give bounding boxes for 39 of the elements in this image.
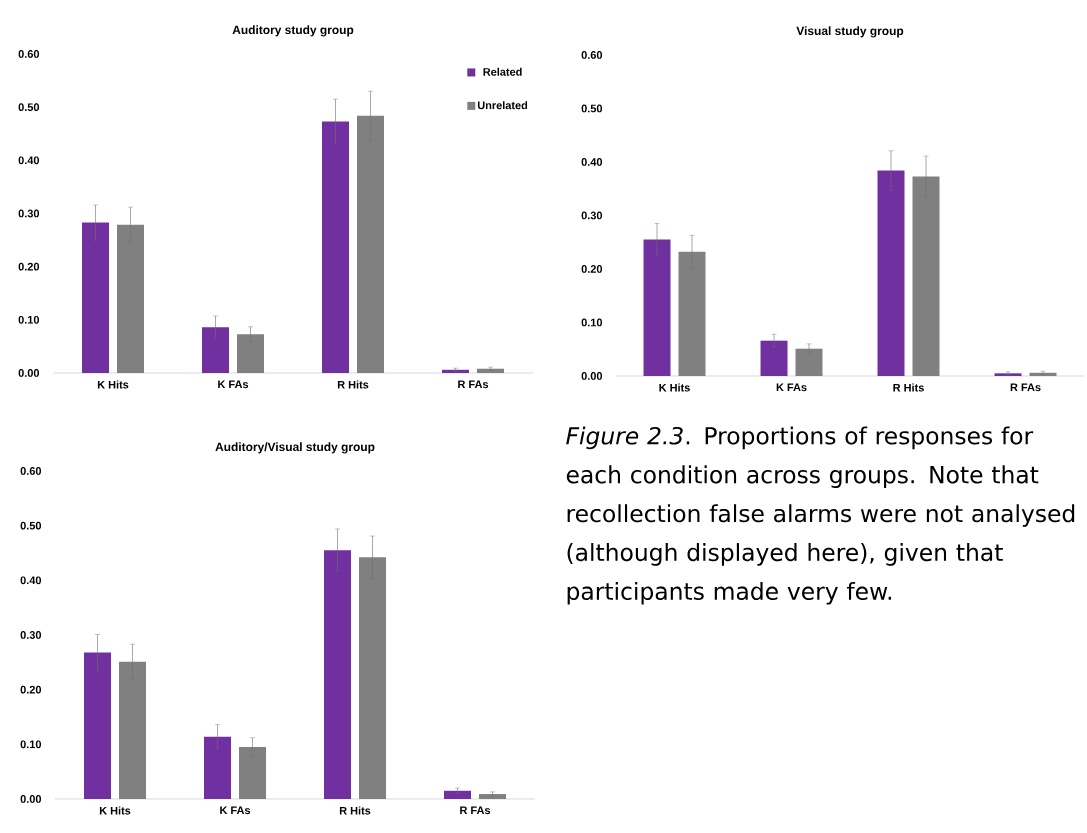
- y-tick-label: 0.00: [20, 795, 42, 803]
- x-tick-label: K Hits: [659, 383, 690, 392]
- y-tick-label: 0.30: [581, 211, 603, 220]
- y-tick-label: 0.40: [581, 158, 603, 166]
- y-tick-label: 0.40: [18, 156, 40, 165]
- x-tick-label: K FAs: [776, 383, 807, 392]
- y-tick-label: 0.50: [581, 104, 603, 113]
- y-tick-label: 0.60: [18, 50, 40, 58]
- y-tick-label: 0.20: [20, 685, 42, 694]
- y-tick-label: 0.50: [18, 103, 40, 112]
- legend-label: Unrelated: [477, 101, 528, 110]
- y-tick-label: 0.60: [20, 467, 42, 475]
- y-tick-label: 0.30: [20, 631, 42, 639]
- y-tick-label: 0.30: [18, 209, 40, 218]
- chart-title: Visual study group: [796, 26, 904, 38]
- x-tick-label: R FAs: [460, 806, 491, 815]
- legend-label: Related: [483, 67, 522, 76]
- x-tick-label: R Hits: [339, 806, 371, 815]
- y-tick-label: 0.10: [20, 740, 42, 749]
- x-tick-label: R Hits: [893, 383, 924, 392]
- y-tick-label: 0.20: [581, 265, 603, 273]
- y-tick-label: 0.60: [581, 51, 603, 59]
- x-tick-label: R FAs: [458, 380, 489, 389]
- y-tick-label: 0.20: [18, 262, 40, 271]
- x-tick-label: R Hits: [337, 380, 369, 389]
- y-tick-label: 0.10: [581, 318, 603, 327]
- x-tick-label: R FAs: [1010, 383, 1041, 392]
- chart-title: Auditory/Visual study group: [215, 442, 375, 454]
- x-tick-label: K Hits: [97, 380, 129, 389]
- x-tick-label: K FAs: [218, 380, 249, 389]
- text: Figure 2.3. Proportions of responses for each condition across groups. Note that recollection false alarms were not analysed (although displayed here), given that participants made very few.: [566, 426, 1075, 605]
- y-tick-label: 0.00: [18, 369, 40, 377]
- y-tick-label: 0.10: [18, 315, 40, 324]
- chart-title: Auditory study group: [232, 25, 354, 37]
- y-tick-label: 0.50: [20, 521, 42, 530]
- x-tick-label: K FAs: [220, 806, 251, 815]
- x-tick-label: K Hits: [99, 806, 131, 815]
- y-tick-label: 0.00: [581, 372, 603, 380]
- y-tick-label: 0.40: [20, 576, 42, 585]
